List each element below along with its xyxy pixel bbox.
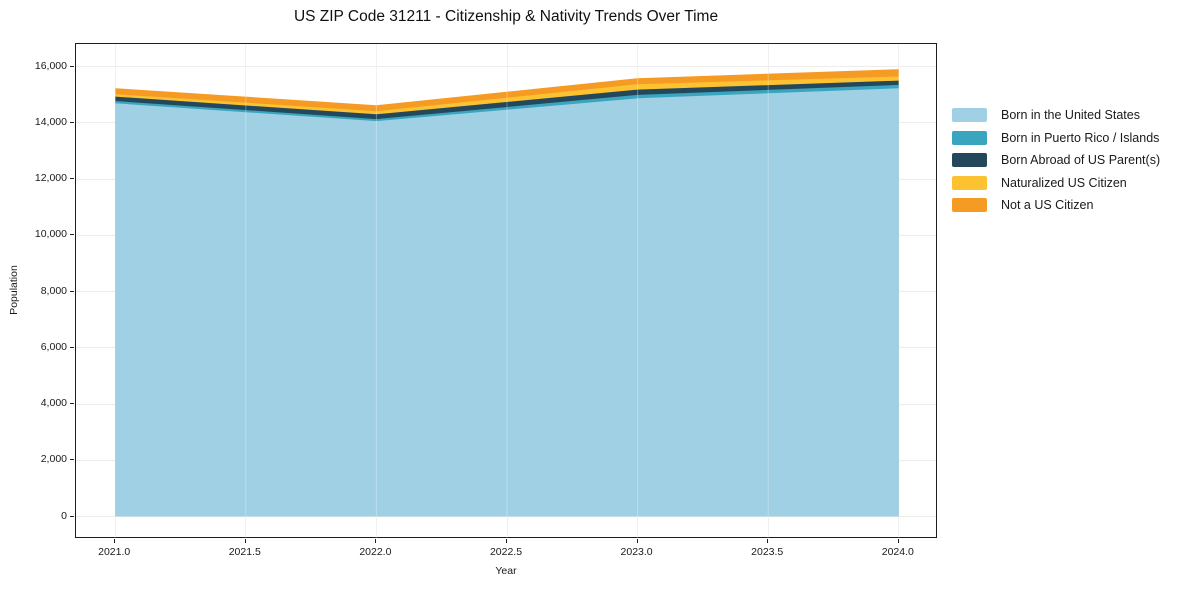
legend-item: Born in Puerto Rico / Islands bbox=[952, 130, 1160, 145]
legend-swatch-icon bbox=[952, 153, 987, 167]
legend-label: Born Abroad of US Parent(s) bbox=[1001, 153, 1161, 167]
y-tick-label: 4,000 bbox=[40, 397, 67, 409]
x-gridline bbox=[114, 44, 116, 537]
legend: Born in the United States Born in Puerto … bbox=[952, 108, 1160, 221]
legend-swatch-icon bbox=[952, 175, 987, 190]
x-tick-mark bbox=[114, 539, 116, 543]
y-tick-label: 14,000 bbox=[34, 115, 67, 128]
legend-swatch-icon bbox=[952, 108, 987, 122]
x-tick-label: 2021.0 bbox=[98, 546, 131, 558]
stacked-area-chart bbox=[114, 44, 900, 539]
x-tick-mark bbox=[506, 539, 507, 543]
x-tick-label: 2023.5 bbox=[751, 546, 784, 558]
y-tick-label: 10,000 bbox=[34, 228, 67, 241]
x-tick-label: 2022.0 bbox=[359, 546, 392, 558]
x-tick-label: 2024.0 bbox=[881, 546, 914, 558]
y-tick-mark bbox=[70, 515, 74, 517]
y-tick-mark bbox=[70, 65, 74, 67]
y-tick-mark bbox=[70, 403, 74, 404]
x-tick-mark bbox=[897, 539, 899, 543]
legend-item: Born Abroad of US Parent(s) bbox=[952, 153, 1160, 167]
legend-label: Not a US Citizen bbox=[1001, 198, 1094, 212]
legend-label: Born in the United States bbox=[1001, 108, 1140, 122]
y-tick-mark bbox=[70, 346, 74, 348]
x-tick-mark bbox=[767, 539, 769, 543]
chart-title: US ZIP Code 31211 - Citizenship & Nativi… bbox=[293, 8, 719, 25]
y-tick-mark bbox=[70, 234, 74, 236]
y-tick-label: 12,000 bbox=[34, 172, 67, 184]
y-gridline bbox=[76, 66, 936, 67]
x-tick-mark bbox=[375, 539, 377, 543]
y-tick-mark bbox=[70, 178, 74, 179]
legend-item: Naturalized US Citizen bbox=[952, 175, 1160, 190]
x-tick-label: 2022.5 bbox=[489, 546, 523, 558]
legend-label: Naturalized US Citizen bbox=[1001, 175, 1127, 190]
area-series-0 bbox=[115, 88, 899, 517]
plot-area bbox=[75, 43, 937, 539]
legend-item: Not a US Citizen bbox=[952, 198, 1160, 212]
x-tick-label: 2021.5 bbox=[228, 546, 261, 558]
x-tick-mark bbox=[636, 539, 638, 543]
y-tick-label: 2,000 bbox=[40, 453, 67, 466]
legend-item: Born in the United States bbox=[952, 108, 1160, 122]
x-gridline bbox=[898, 44, 900, 537]
legend-swatch-icon bbox=[952, 198, 987, 212]
y-tick-mark bbox=[70, 459, 74, 461]
y-tick-label: 8,000 bbox=[40, 284, 67, 297]
x-axis-title: Year bbox=[495, 565, 517, 577]
y-tick-label: 16,000 bbox=[34, 59, 67, 72]
legend-label: Born in Puerto Rico / Islands bbox=[1001, 130, 1160, 145]
y-tick-label: 0 bbox=[61, 509, 67, 522]
legend-swatch-icon bbox=[952, 130, 987, 145]
x-tick-mark bbox=[244, 539, 246, 543]
x-tick-label: 2023.0 bbox=[620, 546, 653, 558]
y-tick-label: 6,000 bbox=[40, 340, 67, 353]
y-tick-mark bbox=[70, 121, 74, 123]
y-tick-mark bbox=[70, 290, 74, 292]
y-axis-title: Population bbox=[8, 265, 20, 315]
